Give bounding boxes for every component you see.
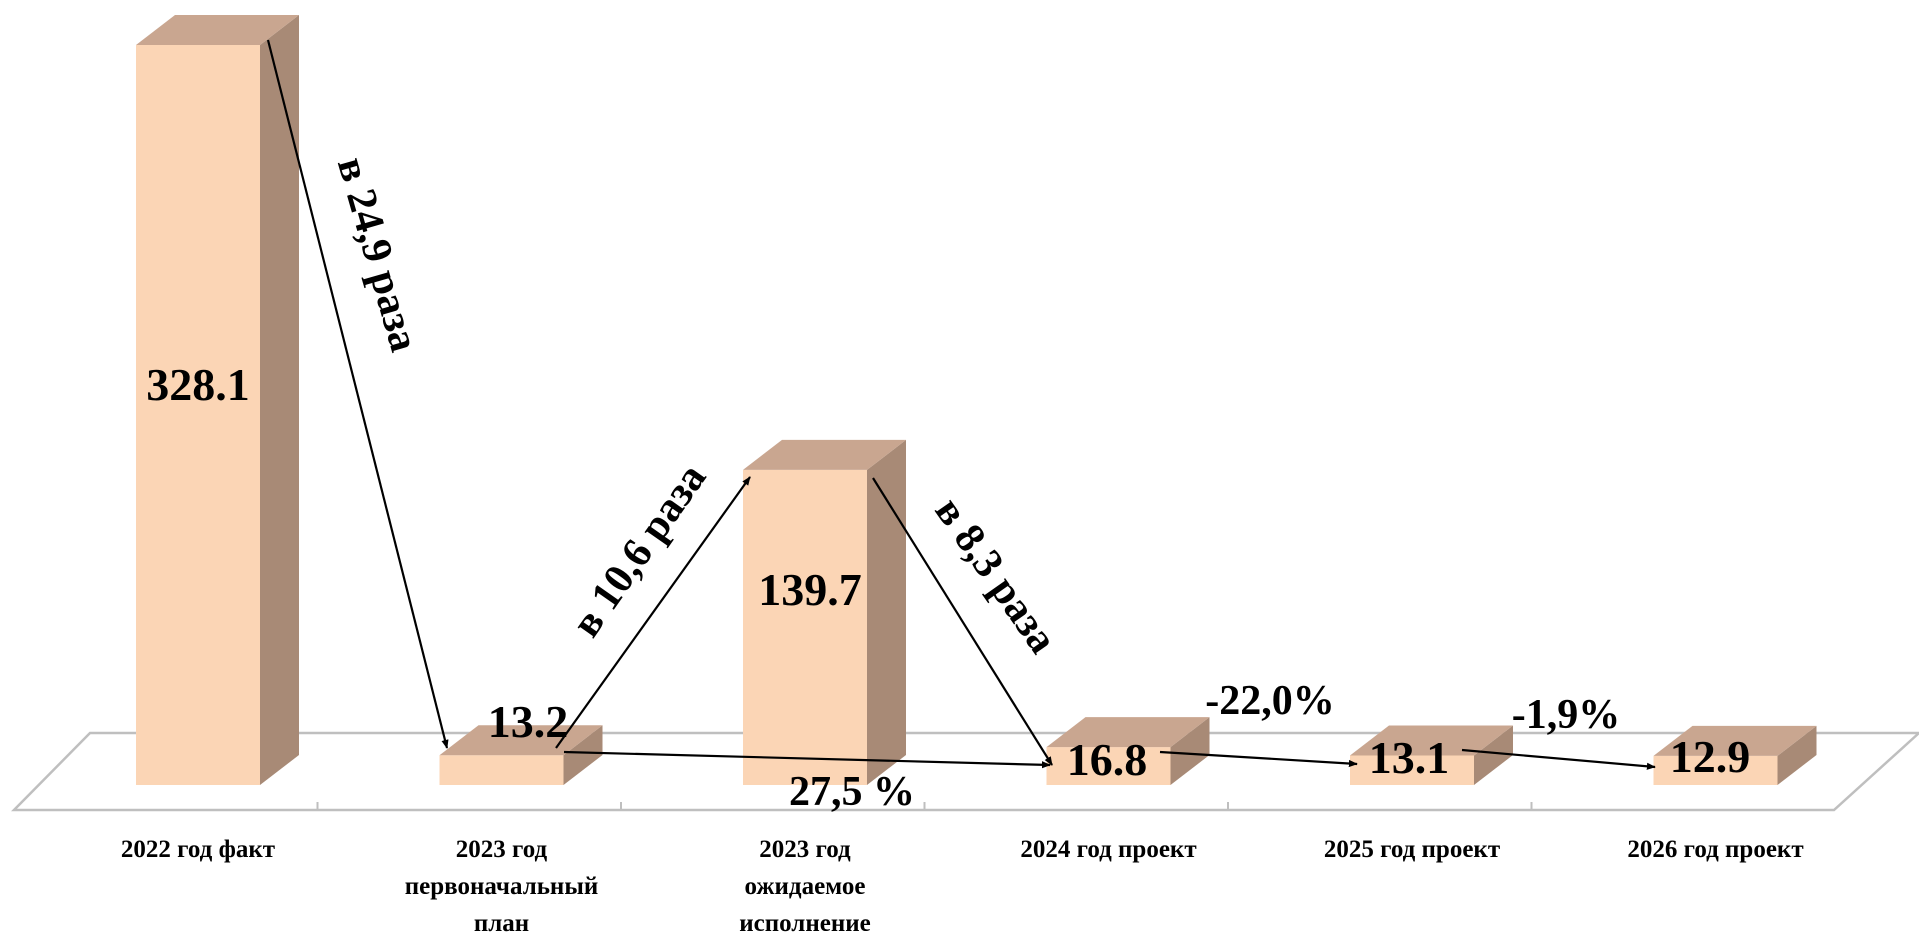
- chart-floor: [11, 731, 1919, 812]
- change-arrows: [266, 39, 1656, 770]
- bar-front: [136, 45, 260, 785]
- bar-group: [136, 15, 1817, 785]
- change-arrow: [555, 476, 751, 749]
- x-tick-label: 2022 год факт: [121, 836, 275, 863]
- x-tick-label: 2023 год ожидаемое исполнение: [739, 836, 871, 936]
- bar: [1653, 725, 1817, 785]
- change-annotation: в 24,9 раза: [328, 152, 427, 356]
- bar-side: [867, 439, 906, 785]
- change-arrow: [266, 39, 449, 749]
- data-label: 139.7: [758, 564, 862, 615]
- bar: [1046, 717, 1210, 785]
- change-annotation: в 10,6 раза: [563, 456, 715, 646]
- bar-side: [1777, 725, 1817, 785]
- x-tick-label: 2026 год проект: [1627, 836, 1803, 863]
- bar-front: [743, 469, 867, 785]
- x-tick-label: 2025 год проект: [1324, 836, 1500, 863]
- bar: [439, 725, 603, 785]
- bar-front: [1653, 755, 1778, 785]
- bar-top: [136, 15, 299, 45]
- bar-top: [1046, 717, 1210, 748]
- bar-top: [743, 439, 906, 470]
- change-annotation: -22,0%: [1205, 678, 1335, 724]
- label-group: 2022 год факт 2023 год первоначальный план 2…: [121, 152, 1804, 936]
- change-arrow: [872, 477, 1053, 766]
- change-annotation: 27,5 %: [789, 769, 915, 815]
- bar: [743, 439, 906, 785]
- change-arrow: [1159, 750, 1358, 768]
- bar: [136, 15, 299, 785]
- bar-side: [260, 15, 299, 785]
- x-tick-label: 2023 год первоначальный план: [405, 836, 599, 936]
- bar-top: [1350, 725, 1513, 756]
- bar-side: [563, 725, 603, 785]
- data-label: 16.8: [1067, 734, 1148, 785]
- bar: [1350, 725, 1513, 785]
- change-annotation: -1,9%: [1512, 692, 1621, 738]
- bar-front: [1350, 755, 1474, 785]
- change-annotation: в 8,3 раза: [926, 489, 1066, 662]
- bar-side: [1474, 725, 1513, 785]
- bar-side: [1170, 717, 1210, 785]
- bar-front: [1046, 747, 1171, 785]
- data-label: 12.9: [1670, 731, 1751, 782]
- bar-top: [439, 725, 603, 756]
- data-label: 328.1: [146, 359, 250, 410]
- bar-top: [1653, 725, 1817, 756]
- change-arrow: [563, 750, 1051, 769]
- x-tick-label: 2024 год проект: [1020, 836, 1196, 863]
- data-label: 13.1: [1369, 732, 1450, 783]
- change-arrow: [1461, 748, 1656, 770]
- data-label: 13.2: [488, 696, 569, 747]
- bar-front: [439, 755, 564, 785]
- chart-floor-outline: [11, 731, 1919, 812]
